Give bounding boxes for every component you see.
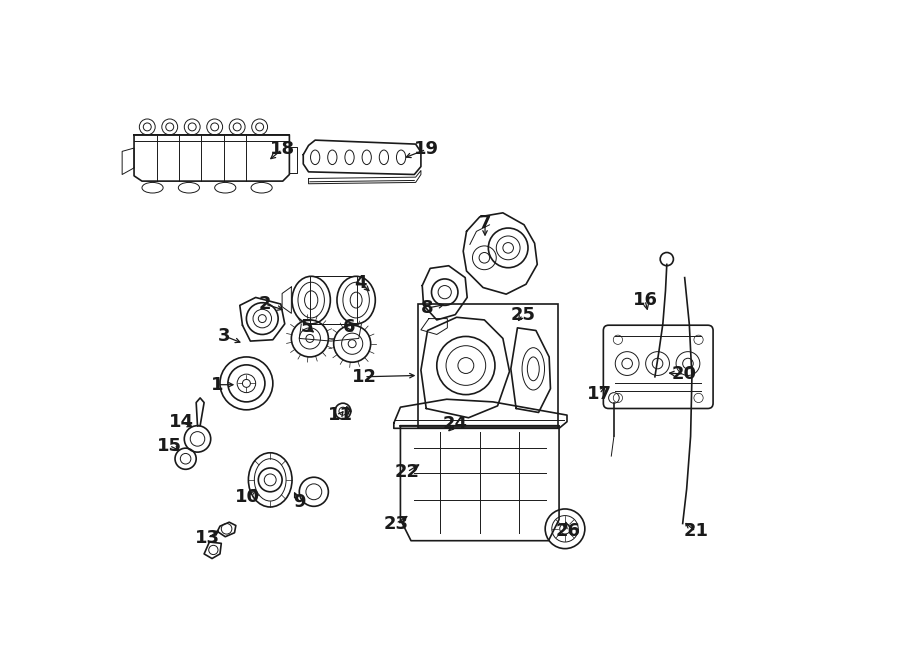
Text: 2: 2 [258, 295, 271, 313]
Text: 18: 18 [269, 140, 294, 159]
Text: 8: 8 [421, 299, 434, 317]
Text: 13: 13 [195, 529, 220, 547]
Text: 19: 19 [414, 140, 438, 159]
Text: 14: 14 [168, 412, 194, 431]
Text: 20: 20 [671, 365, 697, 383]
Text: 9: 9 [293, 493, 305, 512]
Text: 15: 15 [157, 436, 182, 455]
Text: 17: 17 [587, 385, 612, 403]
Text: 26: 26 [555, 522, 580, 541]
Text: 24: 24 [443, 415, 468, 434]
Text: 7: 7 [479, 214, 491, 233]
Text: 4: 4 [355, 274, 367, 292]
Text: 12: 12 [352, 368, 376, 386]
Text: 22: 22 [394, 463, 419, 481]
Text: 16: 16 [633, 291, 658, 309]
Bar [418, 304, 558, 428]
Text: 25: 25 [510, 305, 536, 324]
Text: 21: 21 [683, 522, 708, 541]
Text: 10: 10 [235, 488, 259, 506]
Text: 5: 5 [301, 317, 313, 336]
Text: 23: 23 [383, 514, 409, 533]
Text: 6: 6 [343, 317, 356, 336]
Text: 3: 3 [218, 327, 230, 345]
Text: 11: 11 [328, 406, 353, 424]
Text: 1: 1 [212, 375, 223, 394]
FancyBboxPatch shape [603, 325, 713, 408]
